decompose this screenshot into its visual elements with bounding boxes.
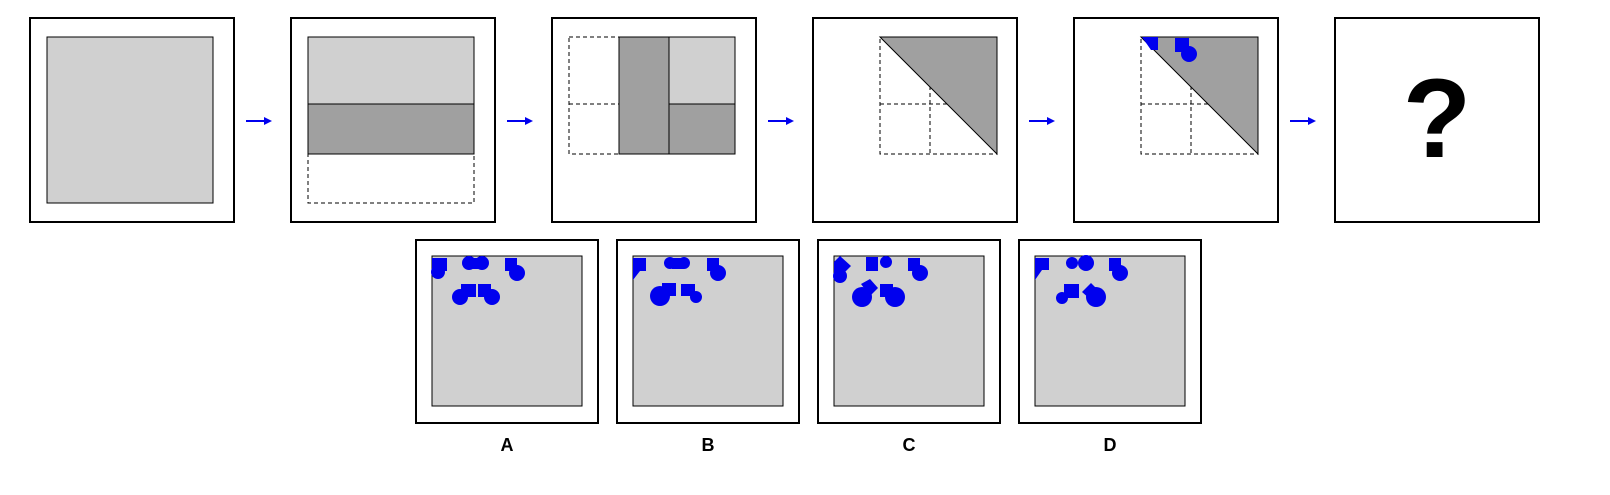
paper-top-layer [668,36,736,105]
punch-holes [431,256,525,305]
sequence-frame-5 [1073,17,1279,223]
punch-hole-triangle [1142,37,1158,50]
sequence-frame-1 [29,17,235,223]
arrow-icon [507,117,533,125]
sequence-frame-2 [290,17,496,223]
punch-holes [633,257,726,306]
paper-folded-strip [618,36,670,155]
punch-hole-circle [1181,46,1197,62]
fold-outline [307,153,475,204]
option-paper [632,255,784,407]
arrow-icon [768,117,794,125]
option-label-c: C [902,435,916,455]
paper-top-layer [307,36,475,105]
option-label-d: D [1103,435,1117,455]
paper-square [46,36,214,204]
paper-triangle [878,36,998,156]
option-paper [431,255,583,407]
option-label-a: A [500,435,514,455]
punch-holes [833,256,928,307]
punch-holes [1035,255,1128,307]
sequence-frame-6: ? [1334,17,1540,223]
option-label-b: B [701,435,715,455]
sequence-frame-3 [551,17,757,223]
option-b[interactable] [616,239,800,424]
paper-folded-strip [307,103,475,155]
option-d[interactable] [1018,239,1202,424]
question-mark: ? [1403,56,1471,181]
option-paper [1034,255,1186,407]
punch-holes [1142,37,1197,62]
option-c[interactable] [817,239,1001,424]
option-paper [833,255,985,407]
arrow-icon [246,117,272,125]
arrow-icon [1029,117,1055,125]
arrow-icon [1290,117,1316,125]
frame-border [1334,17,1540,223]
paper-bottom-layer [668,103,736,155]
paper-triangle [1139,36,1259,156]
option-a[interactable] [415,239,599,424]
sequence-frame-4 [812,17,1018,223]
